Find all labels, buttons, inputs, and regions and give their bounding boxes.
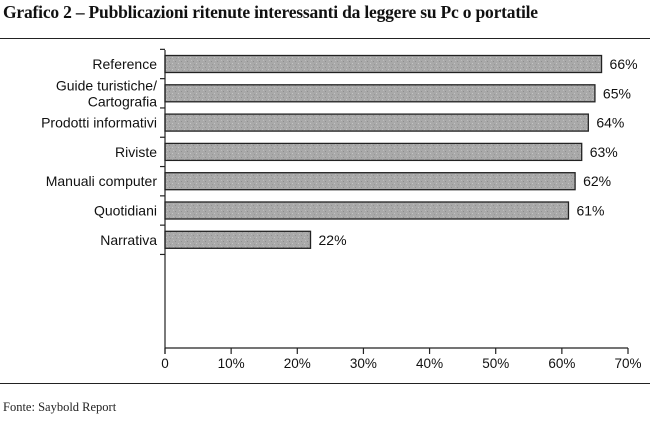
bars-layer xyxy=(164,54,603,249)
value-label: 64% xyxy=(596,115,624,131)
category-label-line: Narrativa xyxy=(100,232,157,248)
category-label: Manuali computer xyxy=(46,173,158,189)
category-label-line: Prodotti informativi xyxy=(41,115,157,131)
value-label: 62% xyxy=(583,173,611,189)
category-label: Narrativa xyxy=(100,232,157,248)
value-labels: 66% 65% 64% 63% 62% 61% 22% xyxy=(319,56,638,248)
top-divider xyxy=(0,38,650,39)
category-label-line: Reference xyxy=(92,56,157,72)
bar xyxy=(164,142,583,162)
category-label: Guide turistiche/Cartografia xyxy=(56,77,157,109)
value-label: 61% xyxy=(576,203,604,219)
source-note: Fonte: Saybold Report xyxy=(3,400,117,414)
value-label: 63% xyxy=(590,144,618,160)
value-label: 65% xyxy=(603,85,631,101)
x-tick-label: 30% xyxy=(350,356,377,371)
bar xyxy=(164,84,596,103)
category-label-line: Quotidiani xyxy=(94,203,157,219)
category-label: Reference xyxy=(92,56,157,72)
bar xyxy=(164,172,576,191)
x-tick-label: 20% xyxy=(284,356,311,371)
chart-title: Grafico 2 – Pubblicazioni ritenute inter… xyxy=(3,2,538,22)
bottom-divider xyxy=(0,383,650,384)
x-tick-label: 40% xyxy=(416,356,443,371)
x-tick-label: 70% xyxy=(614,356,641,371)
category-label: Riviste xyxy=(115,144,157,160)
category-label: Prodotti informativi xyxy=(41,115,157,131)
axes-layer: 0 10% 20% 30% 40% 50% 60% 70% xyxy=(160,48,642,371)
category-label-line: Cartografia xyxy=(88,93,157,109)
category-label-line: Manuali computer xyxy=(46,173,158,189)
category-label-line: Guide turistiche/ xyxy=(56,77,157,93)
bar xyxy=(164,230,312,249)
x-tick-label: 0 xyxy=(161,356,169,371)
category-label: Quotidiani xyxy=(94,203,157,219)
x-tick-label: 50% xyxy=(482,356,509,371)
bar-chart: Reference Guide turistiche/Cartografia Pro… xyxy=(41,48,642,371)
value-label: 22% xyxy=(319,232,347,248)
x-tick-label: 60% xyxy=(548,356,575,371)
x-tick-label: 10% xyxy=(218,356,245,371)
bar xyxy=(164,113,589,132)
bar xyxy=(164,54,603,74)
category-labels: Reference Guide turistiche/Cartografia Pro… xyxy=(41,56,157,248)
category-label-line: Riviste xyxy=(115,144,157,160)
bar xyxy=(164,201,570,220)
value-label: 66% xyxy=(610,56,638,72)
